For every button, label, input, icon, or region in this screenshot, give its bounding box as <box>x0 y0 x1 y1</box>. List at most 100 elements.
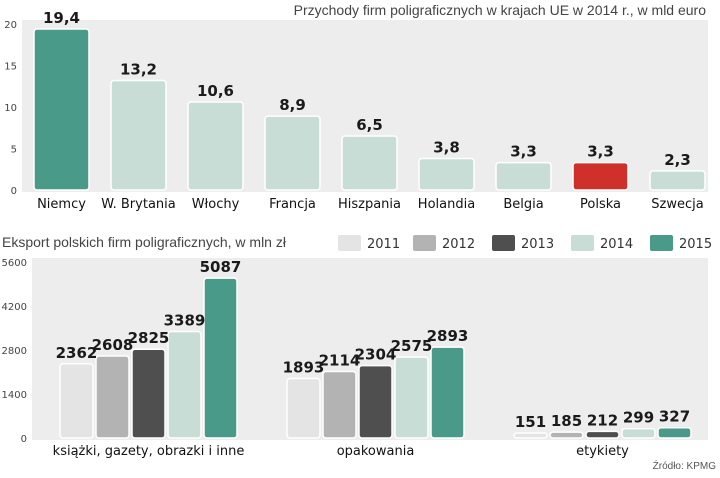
value-label-2015: 327 <box>659 408 690 426</box>
bar-niemcy <box>33 28 90 191</box>
bar-2011-ksi-ki-gazety-obrazk <box>59 363 94 439</box>
legend-swatch <box>492 235 515 251</box>
bar-szwecja <box>649 170 706 191</box>
y-tick-label: 15 <box>4 62 17 73</box>
export-y-axis: 0 1400 2800 4200 5600 <box>2 258 27 445</box>
category-label-opakowania: opakowania <box>337 444 415 459</box>
category-label-etykiety: etykiety <box>576 444 629 459</box>
export-legend: 2011 2012 2013 2014 2015 <box>338 235 712 252</box>
bar-2011-opakowania <box>286 377 321 439</box>
export-bars <box>59 277 692 439</box>
legend-item-2013: 2013 <box>492 235 554 252</box>
bar-2015-etykiety <box>657 426 692 439</box>
legend-label: 2014 <box>600 237 633 252</box>
value-label-hiszpania: 6,5 <box>356 116 383 134</box>
revenue-value-labels: 19,4 13,2 10,6 8,9 6,5 3,8 3,3 3,3 2,3 <box>43 9 691 169</box>
revenue-category-labels: Niemcy W. Brytania Włochy Francja Hiszpania H… <box>37 197 704 212</box>
bar-w-ochy <box>187 101 244 191</box>
value-label-2011: 1893 <box>283 359 325 377</box>
revenue-y-axis: 0 5 10 15 20 <box>4 20 17 197</box>
category-label-holandia: Holandia <box>418 197 475 212</box>
bar-francja <box>264 115 321 191</box>
value-label-2013: 2825 <box>128 329 170 347</box>
bar-2015-opakowania <box>430 346 465 439</box>
value-label-2015: 5087 <box>200 258 242 276</box>
revenue-chart: Przychody firm poligraficznych w krajach… <box>4 2 708 212</box>
value-label-2013: 2304 <box>355 346 397 364</box>
bar-2012-etykiety <box>549 431 584 439</box>
legend-label: 2012 <box>442 237 475 252</box>
bar-2014-ksi-ki-gazety-obrazk <box>167 330 202 439</box>
export-chart: Eksport polskich firm poligraficznych, w… <box>2 234 713 459</box>
value-label-holandia: 3,8 <box>433 138 460 156</box>
y-tick-label: 5600 <box>2 258 27 269</box>
category-label-hiszpania: Hiszpania <box>338 197 401 212</box>
category-label-francja: Francja <box>269 197 316 212</box>
bar-2013-ksi-ki-gazety-obrazk <box>131 348 166 439</box>
category-label-belgia: Belgia <box>503 197 543 212</box>
legend-swatch <box>571 235 594 251</box>
y-tick-label: 5 <box>11 145 17 156</box>
bar-polska <box>572 161 629 191</box>
category-label-niemcy: Niemcy <box>37 197 86 212</box>
bar-2013-etykiety <box>585 430 620 439</box>
value-label-w-brytania: 13,2 <box>120 60 157 78</box>
value-label-2011: 151 <box>515 413 546 431</box>
legend-swatch <box>338 235 361 251</box>
bar-2014-opakowania <box>394 356 429 439</box>
y-tick-label: 0 <box>21 434 27 445</box>
category-label-w-ochy: Włochy <box>192 197 240 212</box>
y-tick-label: 0 <box>11 186 17 197</box>
legend-label: 2015 <box>679 237 712 252</box>
bar-2011-etykiety <box>513 432 548 439</box>
y-tick-label: 10 <box>4 103 17 114</box>
category-label-szwecja: Szwecja <box>651 197 703 212</box>
value-label-2011: 2362 <box>56 344 98 362</box>
legend-item-2014: 2014 <box>571 235 633 252</box>
legend-label: 2011 <box>367 237 400 252</box>
legend-swatch <box>413 235 436 251</box>
bar-2015-ksi-ki-gazety-obrazk <box>203 277 238 439</box>
value-label-2014: 2575 <box>391 337 433 355</box>
export-chart-title: Eksport polskich firm poligraficznych, w… <box>2 234 287 250</box>
value-label-2013: 212 <box>587 411 618 429</box>
legend-item-2015: 2015 <box>650 235 712 252</box>
bar-holandia <box>418 157 475 191</box>
value-label-2014: 3389 <box>164 311 206 329</box>
legend-swatch <box>650 235 673 251</box>
value-label-2012: 2114 <box>319 352 361 370</box>
category-label-polska: Polska <box>580 197 621 212</box>
category-label-ksi-ki-gazety-obrazki-i-: książki, gazety, obrazki i inne <box>53 444 245 459</box>
bar-2012-opakowania <box>322 370 357 439</box>
value-label-szwecja: 2,3 <box>664 151 691 169</box>
value-label-2012: 2608 <box>92 336 134 354</box>
value-label-polska: 3,3 <box>587 143 614 161</box>
revenue-bars <box>33 28 706 191</box>
revenue-chart-title: Przychody firm poligraficznych w krajach… <box>294 2 707 18</box>
source-note: Źródło: KPMG <box>653 459 717 472</box>
category-label-w-brytania: W. Brytania <box>101 197 175 212</box>
y-tick-label: 2800 <box>2 346 27 357</box>
y-tick-label: 20 <box>4 20 17 31</box>
value-label-francja: 8,9 <box>279 96 306 114</box>
value-label-niemcy: 19,4 <box>43 9 80 27</box>
value-label-belgia: 3,3 <box>510 143 537 161</box>
y-tick-label: 4200 <box>2 302 27 313</box>
bar-belgia <box>495 161 552 191</box>
legend-item-2012: 2012 <box>413 235 475 252</box>
bar-2013-opakowania <box>358 364 393 439</box>
value-label-w-ochy: 10,6 <box>197 82 234 100</box>
legend-item-2011: 2011 <box>338 235 400 252</box>
bar-w-brytania <box>110 79 167 191</box>
bar-2012-ksi-ki-gazety-obrazk <box>95 355 130 439</box>
bar-hiszpania <box>341 135 398 191</box>
legend-label: 2013 <box>521 237 554 252</box>
value-label-2014: 299 <box>623 409 654 427</box>
bar-2014-etykiety <box>621 427 656 439</box>
y-tick-label: 1400 <box>2 390 27 401</box>
value-label-2015: 2893 <box>427 327 469 345</box>
value-label-2012: 185 <box>551 412 582 430</box>
